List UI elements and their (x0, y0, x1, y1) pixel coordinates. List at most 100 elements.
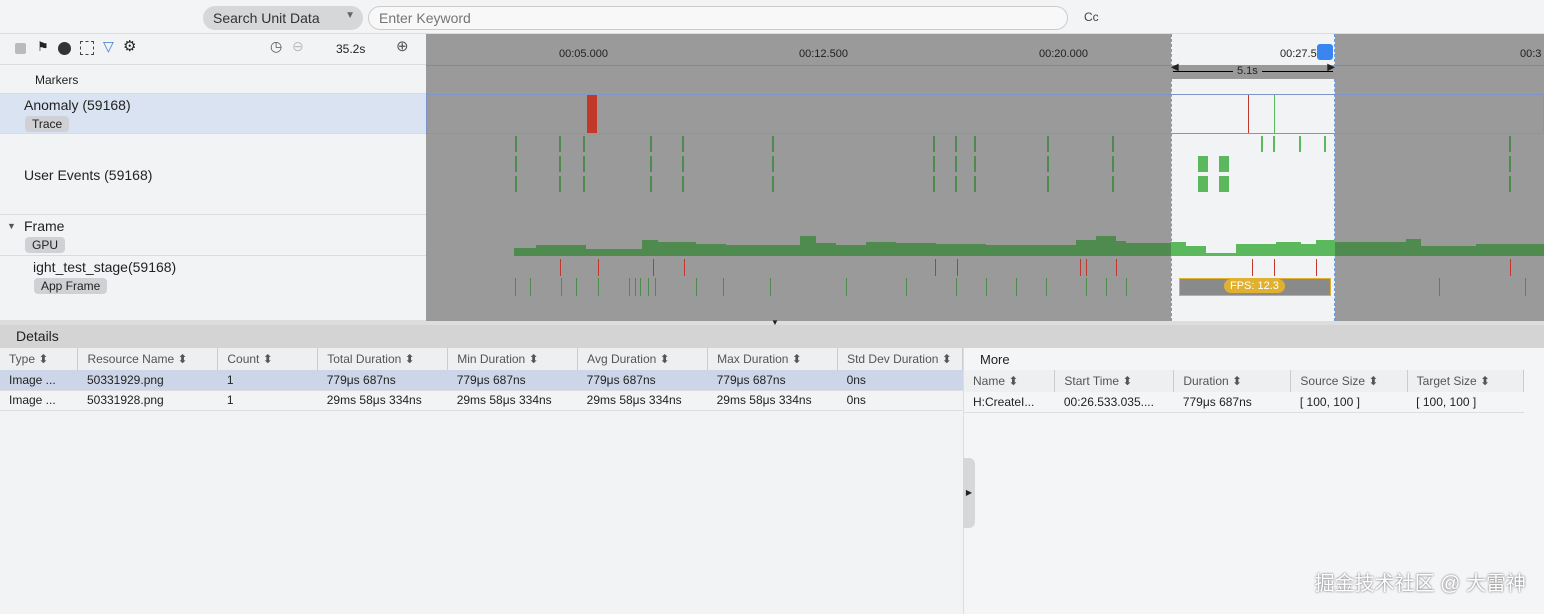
column-header[interactable]: Name ⬍ (964, 370, 1056, 392)
axis-tick: 00:20.000 (1039, 48, 1088, 60)
search-scope-dropdown[interactable]: Search Unit Data ▼ (203, 6, 363, 30)
gpu-bar (866, 242, 896, 256)
app-frame (770, 278, 771, 296)
user-event (682, 176, 684, 192)
column-header[interactable]: Start Time ⬍ (1054, 370, 1175, 392)
user-event (1509, 156, 1511, 172)
track-label: Anomaly (59168) (24, 97, 131, 113)
zoom-out-icon[interactable]: ⊖ (292, 38, 304, 54)
gpu-bar (1335, 242, 1406, 256)
app-frame (846, 278, 847, 296)
bookmark-icon[interactable] (1317, 44, 1333, 60)
user-event (682, 136, 684, 152)
column-header[interactable]: Resource Name ⬍ (77, 348, 219, 370)
column-header[interactable]: Type ⬍ (0, 348, 79, 370)
chevron-down-icon: ▼ (345, 10, 355, 21)
gpu-bar (586, 249, 642, 256)
table-cell: 29ms 58μs 334ns (317, 390, 448, 411)
gpu-bar (936, 244, 986, 256)
frame-jank-marker (1252, 259, 1253, 276)
anomaly-marker (587, 95, 597, 133)
user-event (1509, 176, 1511, 192)
table-cell: [ 100, 100 ] (1290, 392, 1408, 413)
table-cell: 00:26.533.035.... (1054, 392, 1174, 413)
fps-range[interactable]: FPS: 12.3 (1179, 278, 1331, 296)
watermark: 掘金技术社区 @ 大雷神 (1314, 573, 1526, 595)
search-scope-label: Search Unit Data (213, 10, 320, 26)
gpu-bar (1316, 240, 1335, 256)
selection-duration: 5.1s (1233, 65, 1262, 77)
column-header[interactable]: Source Size ⬍ (1290, 370, 1408, 392)
table-cell: Image ... (0, 390, 78, 411)
app-frame (1525, 278, 1526, 296)
gpu-bar (514, 248, 536, 256)
stop-icon[interactable] (15, 43, 26, 54)
app-frame (986, 278, 987, 296)
more-panel: More Name ⬍ Start Time ⬍ Duration ⬍ Source … (963, 348, 1544, 614)
app-frame (723, 278, 724, 296)
collapse-panel-button[interactable]: ▶ (963, 458, 975, 528)
gpu-bar (1236, 244, 1276, 256)
axis-tick: 00:12.500 (799, 48, 848, 60)
column-header[interactable]: Target Size ⬍ (1407, 370, 1525, 392)
user-event (933, 136, 935, 152)
app-frame (629, 278, 630, 296)
top-toolbar: Search Unit Data ▼ Cc (0, 0, 1544, 34)
user-event-cluster (1219, 156, 1229, 172)
column-header[interactable]: Duration ⬍ (1173, 370, 1292, 392)
frame-jank-marker (684, 259, 685, 276)
gpu-bar (1206, 253, 1236, 256)
track-app-frame[interactable]: ight_test_stage(59168) App Frame (0, 256, 426, 321)
column-header[interactable]: Max Duration ⬍ (707, 348, 839, 370)
frame-jank-marker (1274, 259, 1275, 276)
markers-row: Markers (0, 65, 426, 94)
screenshot-select-icon[interactable] (80, 41, 94, 55)
frame-jank-marker (1316, 259, 1317, 276)
column-header[interactable]: Count ⬍ (217, 348, 319, 370)
navigate-icon[interactable] (58, 42, 71, 55)
filter-icon[interactable]: ▽ (103, 38, 114, 54)
axis-tick: 00:05.000 (559, 48, 608, 60)
table-row[interactable]: Image ... 50331928.png 1 29ms 58μs 334ns 29m… (0, 390, 963, 411)
gpu-bar (1421, 246, 1426, 256)
user-event-cluster (1198, 176, 1208, 192)
gpu-bar (1276, 242, 1301, 256)
track-anomaly[interactable]: Anomaly (59168) Trace (0, 94, 426, 134)
column-header[interactable]: Avg Duration ⬍ (577, 348, 709, 370)
column-header[interactable]: Total Duration ⬍ (317, 348, 449, 370)
match-case-toggle[interactable]: Cc (1084, 10, 1099, 24)
anomaly-marker (1274, 95, 1275, 133)
frame-jank-marker (598, 259, 599, 276)
user-event (772, 156, 774, 172)
table-cell: 29ms 58μs 334ns (447, 390, 578, 411)
pane-splitter[interactable]: ▼ (0, 318, 1544, 327)
user-event (1047, 176, 1049, 192)
track-tag: GPU (25, 237, 66, 253)
column-header[interactable]: Min Duration ⬍ (447, 348, 579, 370)
timeline-controls: ⚑ ▽ ⚙ ◷ ⊖ 35.2s ⊕ (0, 34, 426, 65)
settings-icon[interactable]: ⚙ (123, 38, 137, 55)
flag-icon[interactable]: ⚑ (37, 39, 49, 54)
markers-label: Markers (35, 73, 79, 87)
gpu-bar (1426, 246, 1476, 256)
table-row[interactable]: Image ... 50331929.png 1 779μs 687ns 779μs 6… (0, 370, 963, 391)
reset-icon[interactable]: ◷ (270, 38, 283, 54)
user-event (955, 176, 957, 192)
expand-triangle-icon[interactable]: ▼ (7, 221, 16, 231)
column-header[interactable]: Std Dev Duration ⬍ (837, 348, 963, 370)
timeline-canvas[interactable]: 00:05.000 00:12.500 00:20.000 00:27.500 … (426, 34, 1544, 321)
track-frame[interactable]: ▼ Frame GPU (0, 215, 426, 256)
keyword-input[interactable] (368, 6, 1068, 30)
table-cell: 779μs 687ns (447, 370, 578, 391)
user-event (974, 156, 976, 172)
table-row[interactable]: H:CreateI... 00:26.533.035.... 779μs 687ns… (964, 392, 1524, 413)
zoom-level: 35.2s (336, 42, 366, 56)
zoom-in-icon[interactable]: ⊕ (396, 38, 409, 55)
user-event (1261, 136, 1263, 152)
user-event (515, 176, 517, 192)
user-event (1324, 136, 1326, 152)
user-event (515, 136, 517, 152)
arrow-right-icon: ▶ (1327, 62, 1335, 73)
user-event (974, 136, 976, 152)
track-user-events[interactable]: User Events (59168) (0, 134, 426, 215)
